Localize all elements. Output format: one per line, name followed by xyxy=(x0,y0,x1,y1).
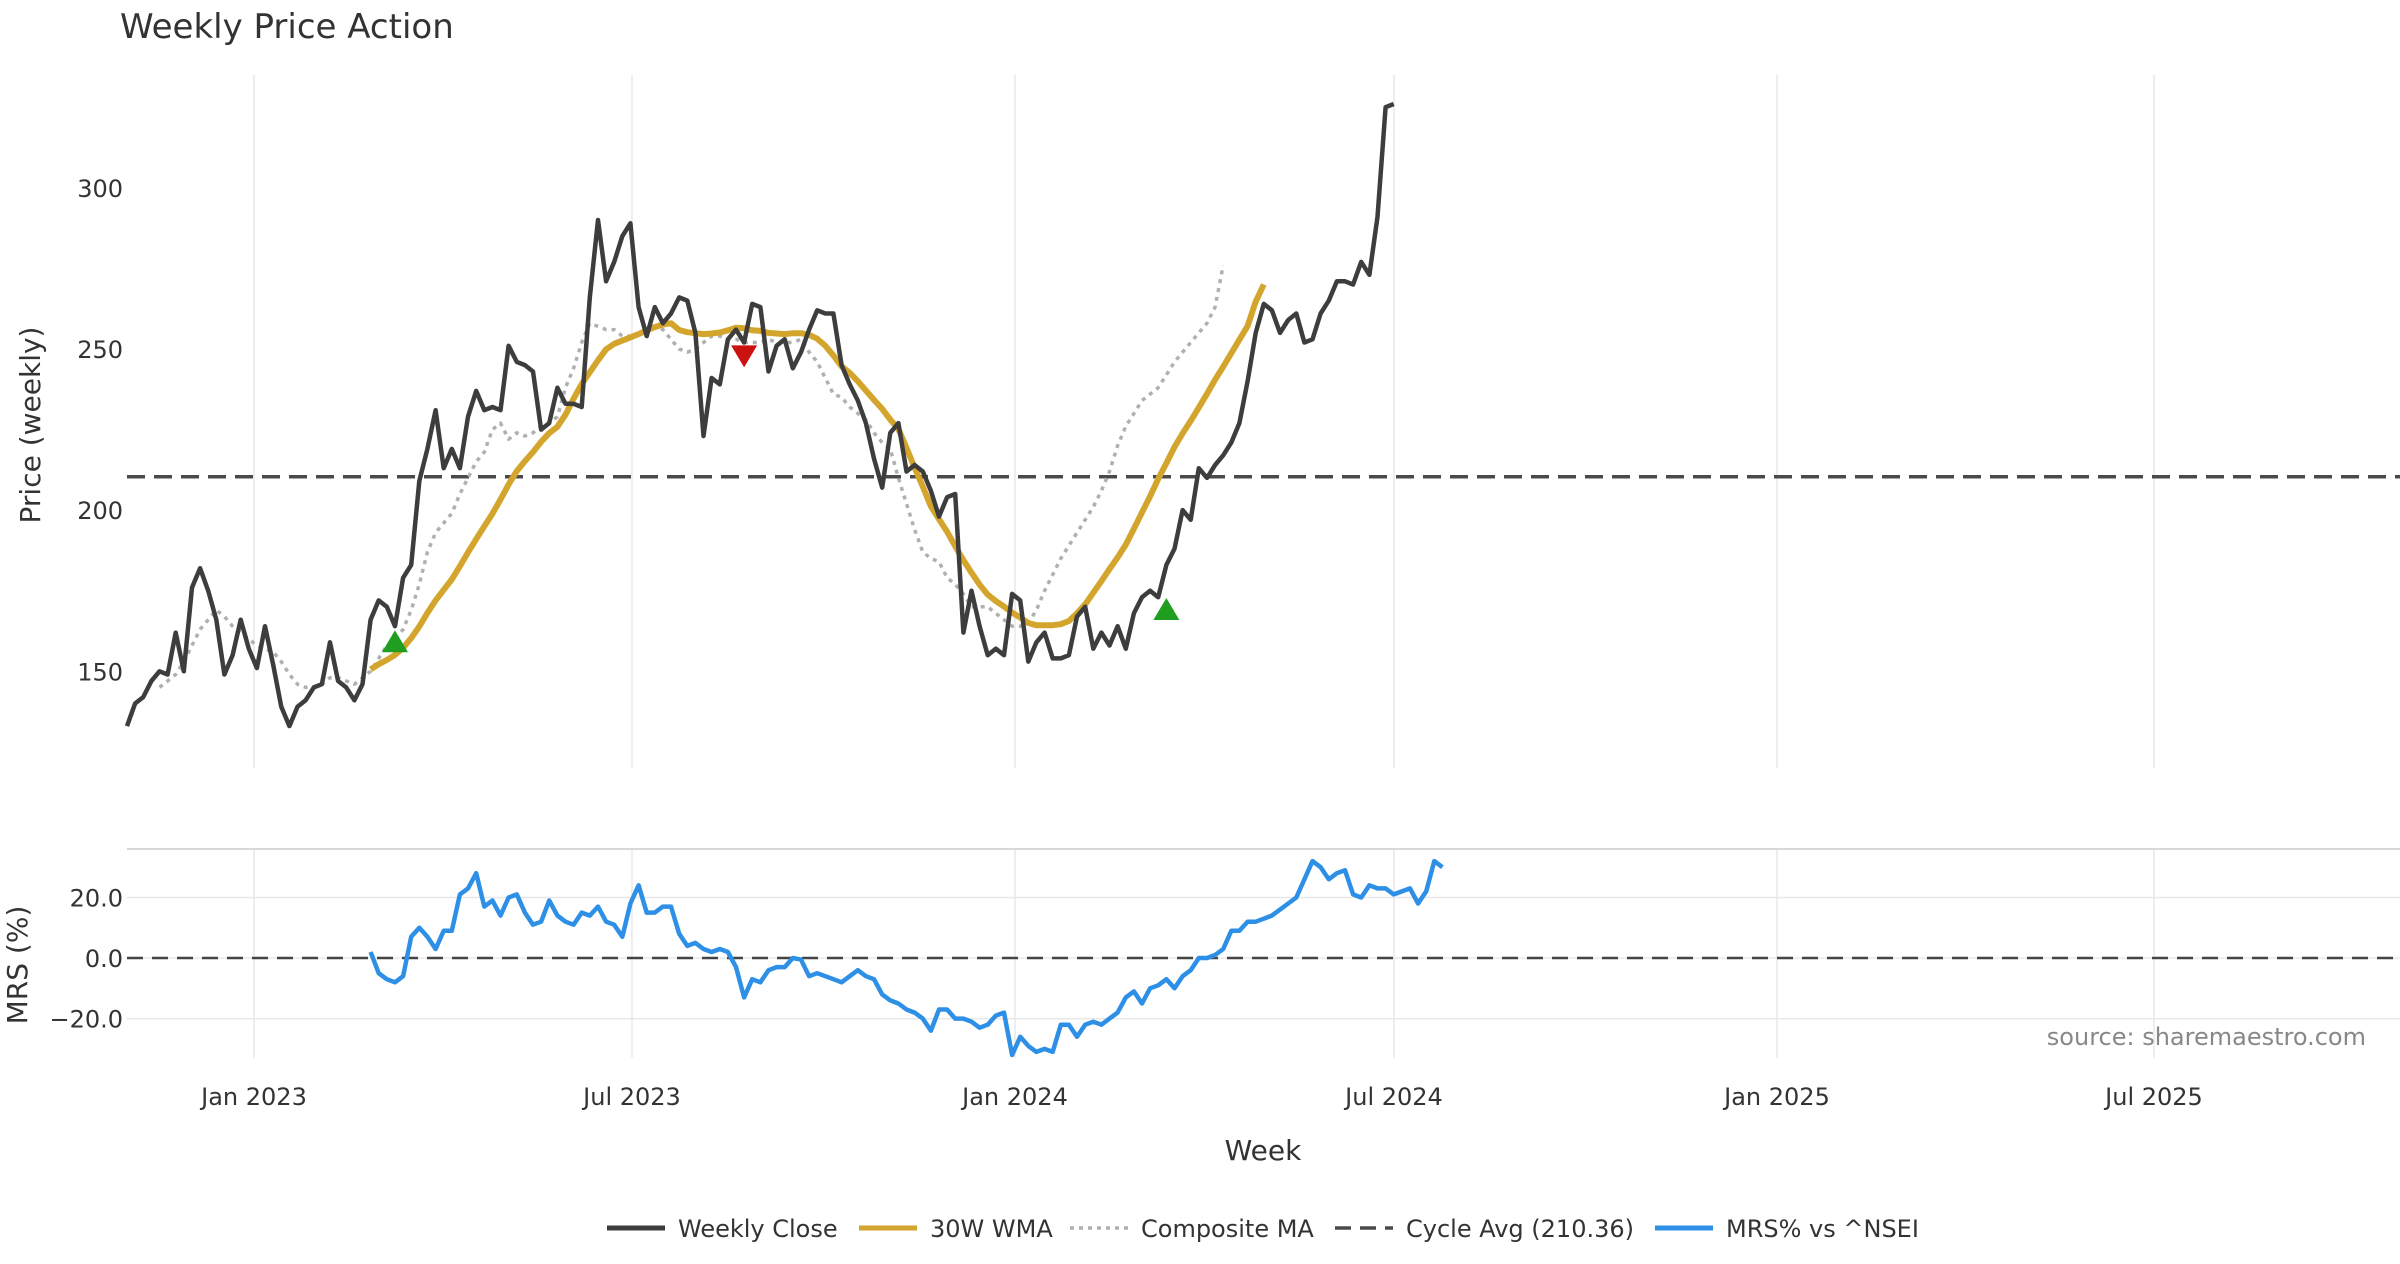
price-y-tick-label: 300 xyxy=(77,175,123,203)
legend-label: Cycle Avg (210.36) xyxy=(1406,1215,1634,1243)
legend-label: MRS% vs ^NSEI xyxy=(1726,1215,1919,1243)
mrs-y-tick-label: 20.0 xyxy=(70,884,123,912)
legend-label: Composite MA xyxy=(1141,1215,1314,1243)
price-y-tick-label: 150 xyxy=(77,658,123,686)
legend-label: Weekly Close xyxy=(678,1215,838,1243)
mrs-y-tick-label: 0.0 xyxy=(85,945,123,973)
x-axis-ticks: Jan 2023 Jul 2023 Jan 2024 Jul 2024 Jan 2025… xyxy=(199,1083,2203,1111)
source-credit: source: sharemaestro.com xyxy=(2047,1023,2366,1051)
legend: Weekly Close 30W WMA Composite MA Cycle Avg… xyxy=(607,1215,1919,1243)
sell-signal-marker xyxy=(731,345,758,368)
mrs-series xyxy=(368,858,1444,1058)
buy-signal-marker xyxy=(1153,598,1180,621)
price-y-axis-label: Price (weekly) xyxy=(14,327,47,524)
mrs-y-ticks: 20.0 0.0 −20.0 xyxy=(49,884,123,1033)
price-y-tick-label: 250 xyxy=(77,336,123,364)
mrs-y-axis-label: MRS (%) xyxy=(1,906,34,1025)
legend-label: 30W WMA xyxy=(930,1215,1053,1243)
price-panel xyxy=(124,101,2400,729)
x-tick-label: Jan 2023 xyxy=(199,1083,307,1111)
mrs-panel xyxy=(127,858,2400,1058)
x-tick-label: Jan 2024 xyxy=(960,1083,1068,1111)
weekly-close-series xyxy=(124,101,1395,729)
grid-layer xyxy=(127,75,2400,1058)
chart-title: Weekly Price Action xyxy=(120,7,454,47)
wma-30w-series xyxy=(368,283,1267,672)
x-tick-label: Jan 2025 xyxy=(1722,1083,1830,1111)
x-tick-label: Jul 2023 xyxy=(581,1083,681,1111)
x-axis-label: Week xyxy=(1225,1134,1302,1167)
price-y-ticks: 150 200 250 300 xyxy=(77,175,123,686)
buy-signal-marker xyxy=(381,630,408,653)
mrs-y-tick-label: −20.0 xyxy=(49,1006,123,1034)
x-tick-label: Jul 2024 xyxy=(1343,1083,1443,1111)
x-tick-label: Jul 2025 xyxy=(2103,1083,2203,1111)
price-y-tick-label: 200 xyxy=(77,497,123,525)
